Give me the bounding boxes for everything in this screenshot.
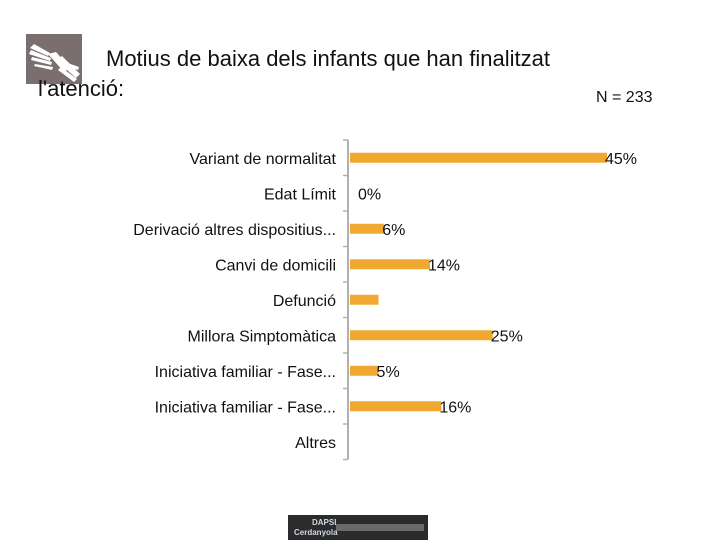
bar	[350, 152, 607, 163]
category-label: Canvi de domicili	[215, 257, 336, 274]
category-label: Iniciativa familiar - Fase...	[155, 364, 336, 381]
bar	[350, 294, 379, 305]
category-label: Defunció	[273, 293, 336, 310]
category-label: Iniciativa familiar - Fase...	[155, 399, 336, 416]
data-label: 16%	[439, 399, 471, 416]
category-label: Millora Simptomàtica	[188, 328, 337, 345]
sample-size-label: N = 233	[596, 89, 653, 106]
footer-logo-line-2: Cerdanyola	[294, 528, 338, 537]
bar	[350, 365, 379, 376]
page-title: Motius de baixa dels infants que han fin…	[38, 44, 678, 104]
data-label: 0%	[358, 186, 381, 203]
data-label: 5%	[377, 364, 400, 381]
footer-logo-band	[336, 524, 424, 531]
bar	[350, 330, 493, 341]
bar	[350, 223, 385, 234]
data-label: 25%	[491, 328, 523, 345]
data-label: 45%	[605, 151, 637, 168]
category-label: Variant de normalitat	[190, 151, 337, 168]
bar	[350, 401, 442, 412]
footer-logo: DAPSI Cerdanyola	[288, 515, 428, 540]
category-label: Altres	[295, 435, 336, 452]
data-label: 6%	[382, 222, 405, 239]
title-line-1: Motius de baixa dels infants que han fin…	[106, 46, 550, 71]
category-label: Edat Límit	[264, 186, 337, 203]
data-label: 14%	[428, 257, 460, 274]
bar	[350, 259, 430, 270]
footer-logo-line-1: DAPSI	[312, 518, 337, 527]
title-line-2: l'atenció:	[38, 76, 125, 101]
category-label: Derivació altres dispositius...	[133, 222, 336, 239]
hands-logo-icon	[26, 34, 82, 84]
